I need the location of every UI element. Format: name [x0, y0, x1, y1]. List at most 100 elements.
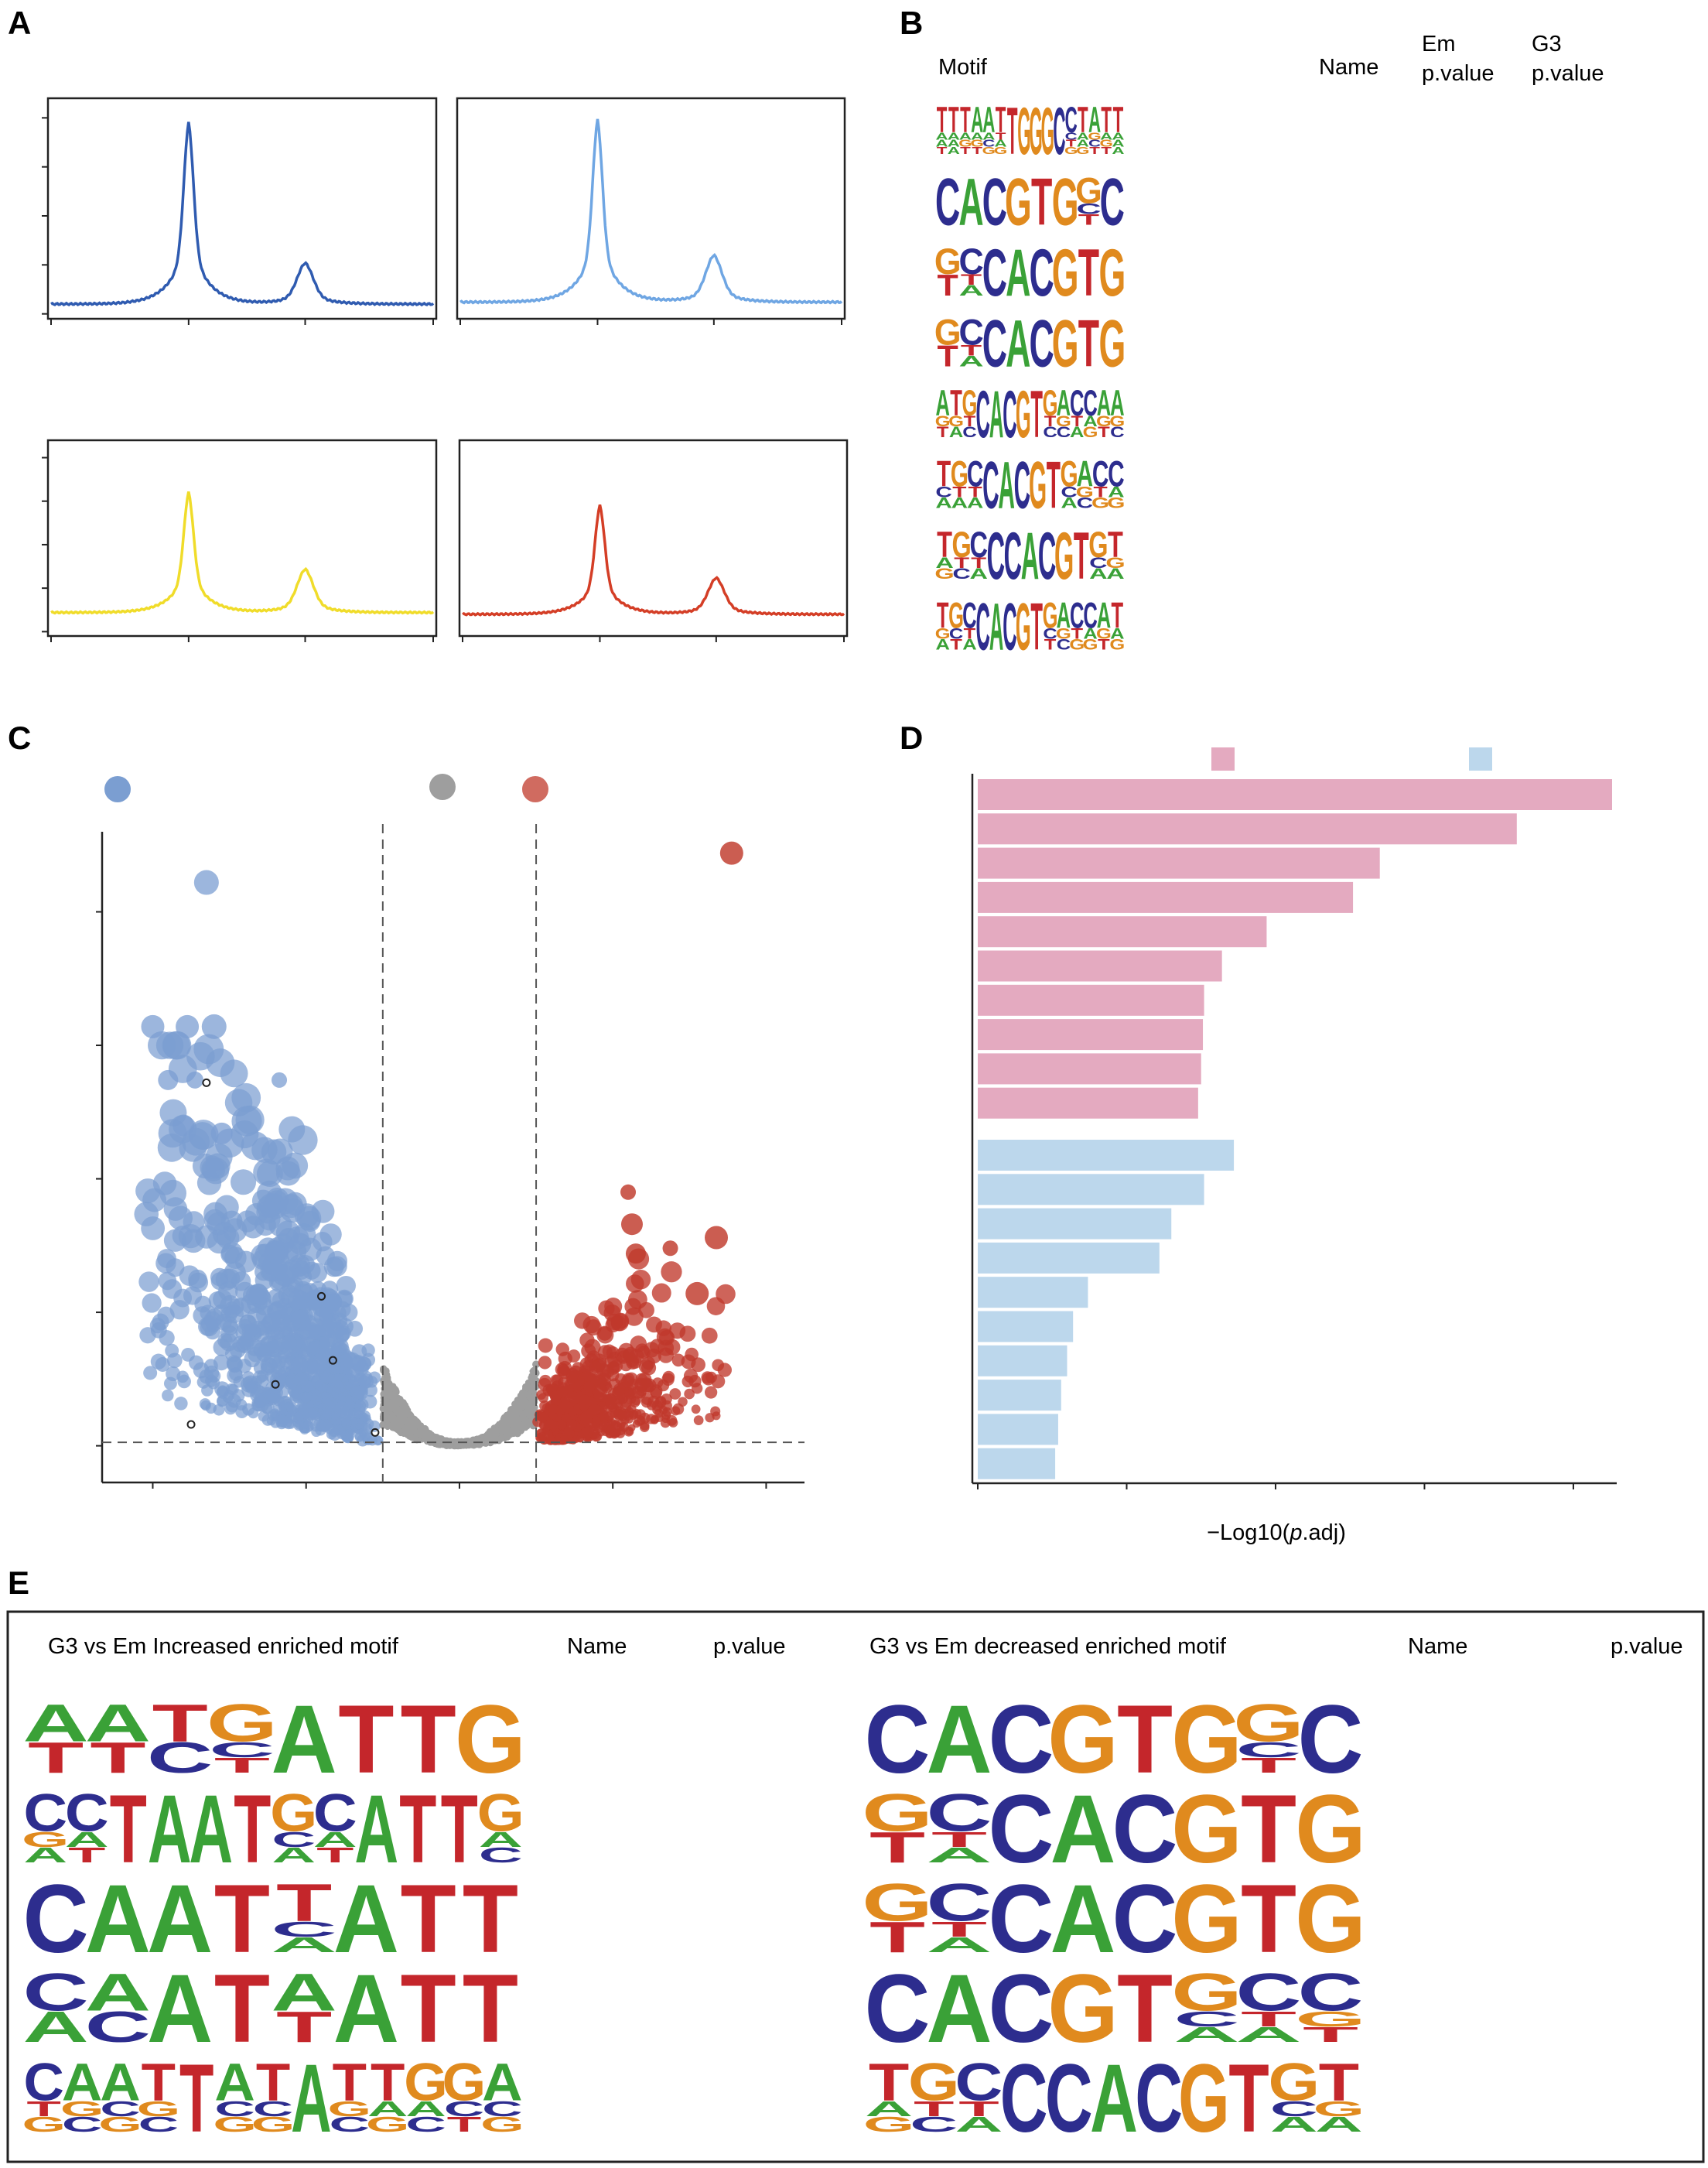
em-header-line2: p.value — [1422, 61, 1494, 86]
ns-point — [521, 1393, 526, 1399]
b-motif-logo-letter: T — [954, 555, 970, 572]
increased-point — [594, 1383, 608, 1397]
b-motif-logo-letter: G — [948, 412, 964, 429]
b-motif-logo-letter: G — [1083, 423, 1098, 440]
e-increased-logo-letter: T — [447, 2112, 482, 2136]
decreased-point — [210, 1122, 233, 1144]
b-motif-logo-letter: A — [962, 636, 976, 653]
decreased-bar — [978, 1448, 1056, 1479]
decreased-point — [281, 1335, 297, 1351]
b-motif-logo-letter: A — [1106, 566, 1124, 583]
b-motif-logo-letter: C — [1083, 597, 1097, 637]
decreased-point — [166, 1352, 183, 1369]
decreased-point — [174, 1397, 188, 1411]
b-motif-logo-letter: C — [1053, 94, 1065, 169]
e-decreased-logo-letter: A — [1174, 2023, 1240, 2047]
e-increased-logo-letter: C — [62, 2112, 102, 2136]
increased-point — [651, 1414, 660, 1424]
b-motif-logo-letter: G — [935, 412, 951, 429]
b-motif-logo-letter: G — [1069, 636, 1085, 653]
increased-point — [679, 1325, 696, 1342]
decreased-bar — [978, 1208, 1172, 1240]
decreased-point — [142, 1293, 162, 1313]
b-motif-logo-letter: A — [935, 495, 952, 512]
profile-frame — [456, 97, 846, 320]
b-motif-logo-letter: A — [958, 165, 983, 240]
x-axis-label: −Log10(p.adj) — [1207, 1520, 1346, 1545]
increased-point — [610, 1419, 620, 1428]
b-motif-logo-letter: G — [1052, 235, 1079, 310]
panel-label-a: A — [8, 5, 31, 41]
b-motif-logo-letter: G — [1041, 94, 1054, 169]
e-decreased-logo-letter: A — [955, 2112, 1003, 2136]
b-motif-logo-letter: G — [1098, 306, 1126, 381]
b-motif-logo-letter: T — [1030, 591, 1043, 665]
b-motif-logo-letter: A — [1057, 384, 1071, 424]
increased-point — [620, 1184, 637, 1200]
e-increased-logo-letter: C — [85, 2002, 151, 2051]
increased-bar — [978, 813, 1517, 845]
profile-line — [462, 504, 845, 617]
decreased-point — [155, 1253, 176, 1274]
increased-point — [626, 1274, 644, 1293]
profile-line — [50, 491, 435, 615]
b-motif-logo-letter: A — [1110, 384, 1124, 424]
b-motif-logo-letter: C — [1061, 484, 1078, 501]
ns-point — [530, 1379, 538, 1387]
b-motif-logo-letter: A — [935, 555, 953, 572]
b-motif-logo-letter: T — [937, 99, 948, 141]
increased-point — [701, 1327, 718, 1344]
increased-bar — [978, 984, 1204, 1016]
increased-point — [538, 1374, 552, 1387]
gene-marker — [186, 1420, 196, 1429]
increased-bar — [978, 916, 1267, 948]
b-motif-logo-letter: G — [1076, 145, 1089, 156]
b-motif-logo-letter: T — [937, 454, 951, 495]
b-motif-logo-letter: A — [958, 282, 983, 299]
decreased-bar — [978, 1277, 1088, 1308]
b-motif-logo-letter: G — [1016, 591, 1031, 665]
e-increased-logo-letter: T — [463, 1954, 518, 2063]
b-motif-logo-letter: C — [935, 484, 952, 501]
ns-point — [390, 1420, 396, 1425]
ns-point — [401, 1427, 408, 1433]
decreased-point — [275, 1414, 289, 1428]
b-motif-logo-letter: G — [1083, 636, 1098, 653]
e-increased-logo-letter: A — [23, 2002, 89, 2051]
ns-point — [493, 1432, 500, 1438]
b-motif-logo-letter: G — [1076, 484, 1094, 501]
e-decreased-logo-letter: C — [1135, 2044, 1183, 2153]
ns-point — [388, 1400, 395, 1407]
b-motif-logo-letter: C — [1030, 235, 1054, 310]
decreased-point — [268, 1258, 288, 1279]
b-motif-logo-letter: C — [962, 423, 976, 440]
decreased-point — [326, 1360, 341, 1375]
b-motif-logo-letter: C — [969, 524, 987, 566]
b-motif-logo-letter: C — [1070, 384, 1084, 424]
e-decreased-logo-letter: A — [1270, 2112, 1318, 2136]
b-motif-logo-letter: G — [1056, 625, 1071, 642]
left-name-header: Name — [567, 1634, 627, 1659]
decreased-point — [236, 1210, 258, 1233]
increased-point — [567, 1349, 581, 1363]
ns-point — [484, 1431, 491, 1438]
decreased-bar — [978, 1380, 1061, 1411]
decreased-point — [176, 1014, 200, 1038]
increased-point — [538, 1356, 552, 1370]
e-decreased-logo-letter: C — [910, 2112, 958, 2136]
ns-point — [389, 1415, 395, 1421]
b-motif-logo-letter: T — [1071, 625, 1083, 642]
b-motif-logo-letter: T — [1066, 138, 1077, 149]
decreased-point — [220, 1059, 248, 1088]
b-motif-logo-letter: G — [934, 241, 962, 282]
b-motif-logo-letter: G — [1061, 454, 1078, 495]
profile-frame — [46, 97, 438, 320]
b-motif-logo-letter: T — [1074, 518, 1089, 593]
panel-c-volcano-plot — [96, 774, 804, 1489]
b-motif-logo-letter: C — [1070, 597, 1084, 637]
decreased-point — [286, 1402, 299, 1414]
b-motif-logo-letter: G — [1005, 165, 1032, 240]
b-motif-logo-letter: C — [1057, 636, 1071, 653]
b-motif-logo-letter: A — [936, 130, 948, 142]
e-increased-logo-letter: G — [213, 2112, 256, 2136]
